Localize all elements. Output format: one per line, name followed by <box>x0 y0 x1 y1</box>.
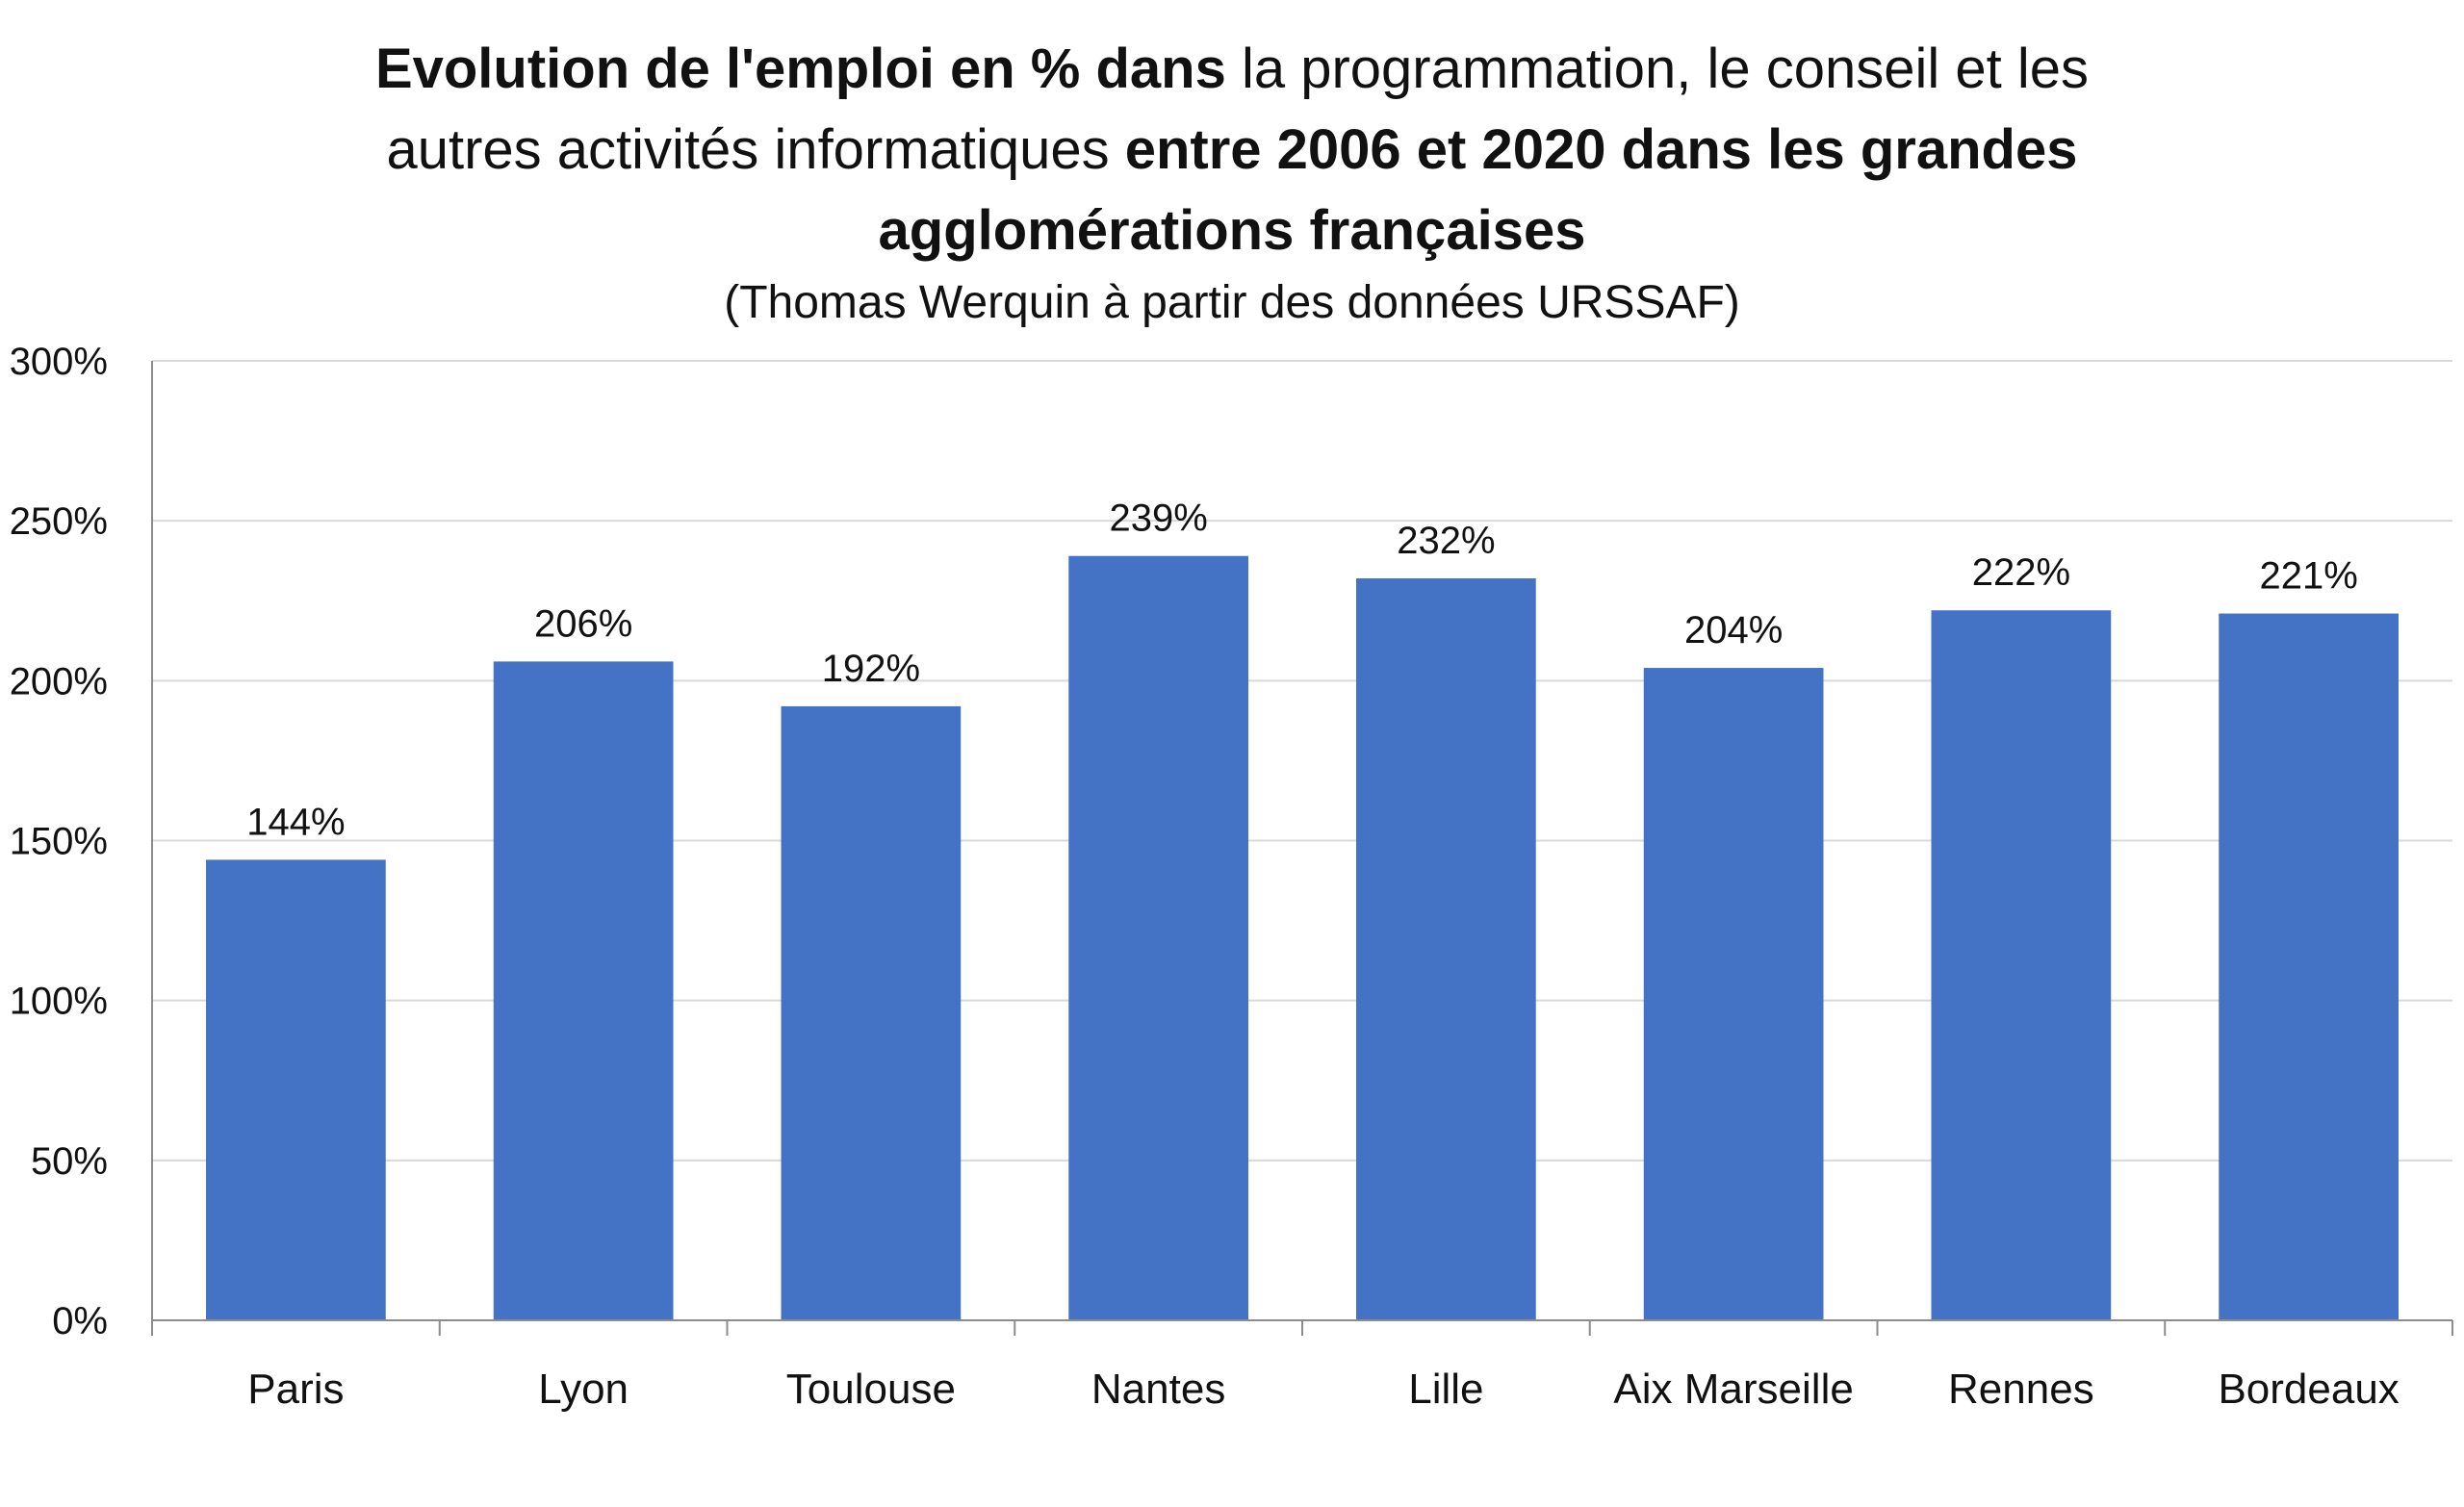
y-axis-tick-labels: 0% 50% 100% 150% 200% 250% 300% <box>10 341 108 1342</box>
chart-title: Evolution de l'emploi en % dans la progr… <box>318 29 2146 271</box>
y-tick-label: 200% <box>10 660 108 702</box>
data-label: 222% <box>1972 551 2070 594</box>
category-labels: Paris Lyon Toulouse Nantes Lille Aix Marseill… <box>247 1366 2400 1413</box>
category-label: Rennes <box>1948 1366 2094 1413</box>
chart-subtitle: (Thomas Werquin à partir des données URS… <box>724 277 1740 328</box>
y-tick-label: 0% <box>52 1300 108 1342</box>
data-label: 232% <box>1397 520 1495 562</box>
y-tick-label: 50% <box>31 1140 108 1183</box>
bar <box>1643 668 1824 1320</box>
data-label: 239% <box>1109 498 1207 540</box>
axes <box>151 361 2453 1336</box>
bar <box>1931 610 2112 1320</box>
y-tick-label: 300% <box>10 341 108 383</box>
title-block: Evolution de l'emploi en % dans la progr… <box>0 0 2464 335</box>
title-part-bold-1: Evolution de l'emploi en % dans <box>374 38 1226 100</box>
data-label: 144% <box>246 801 345 843</box>
data-label: 204% <box>1684 609 1783 651</box>
category-label: Lille <box>1408 1366 1483 1413</box>
title-part-regular: la programmation, le conseil et les autr… <box>386 38 2090 181</box>
bar <box>1068 555 1248 1320</box>
bar <box>1356 577 1536 1320</box>
data-labels: 144% 206% 192% 239% 232% 204% 222% 221% <box>246 498 2358 844</box>
bar <box>206 859 386 1320</box>
data-label: 221% <box>2259 555 2357 598</box>
data-label: 192% <box>822 648 920 690</box>
category-label: Bordeaux <box>2218 1366 2399 1413</box>
bars <box>206 555 2399 1320</box>
category-label: Nantes <box>1091 1366 1225 1413</box>
y-tick-label: 250% <box>10 500 108 543</box>
bar <box>493 661 674 1320</box>
category-label: Lyon <box>538 1366 629 1413</box>
category-label: Aix Marseille <box>1613 1366 1853 1413</box>
category-label: Toulouse <box>786 1366 956 1413</box>
bar <box>781 705 962 1320</box>
title-part-bold-2: entre 2006 et 2020 dans les grandes aggl… <box>878 118 2078 262</box>
category-label: Paris <box>247 1366 344 1413</box>
y-tick-label: 150% <box>10 821 108 863</box>
bar <box>2219 613 2399 1320</box>
data-label: 206% <box>534 602 632 645</box>
y-tick-label: 100% <box>10 981 108 1023</box>
